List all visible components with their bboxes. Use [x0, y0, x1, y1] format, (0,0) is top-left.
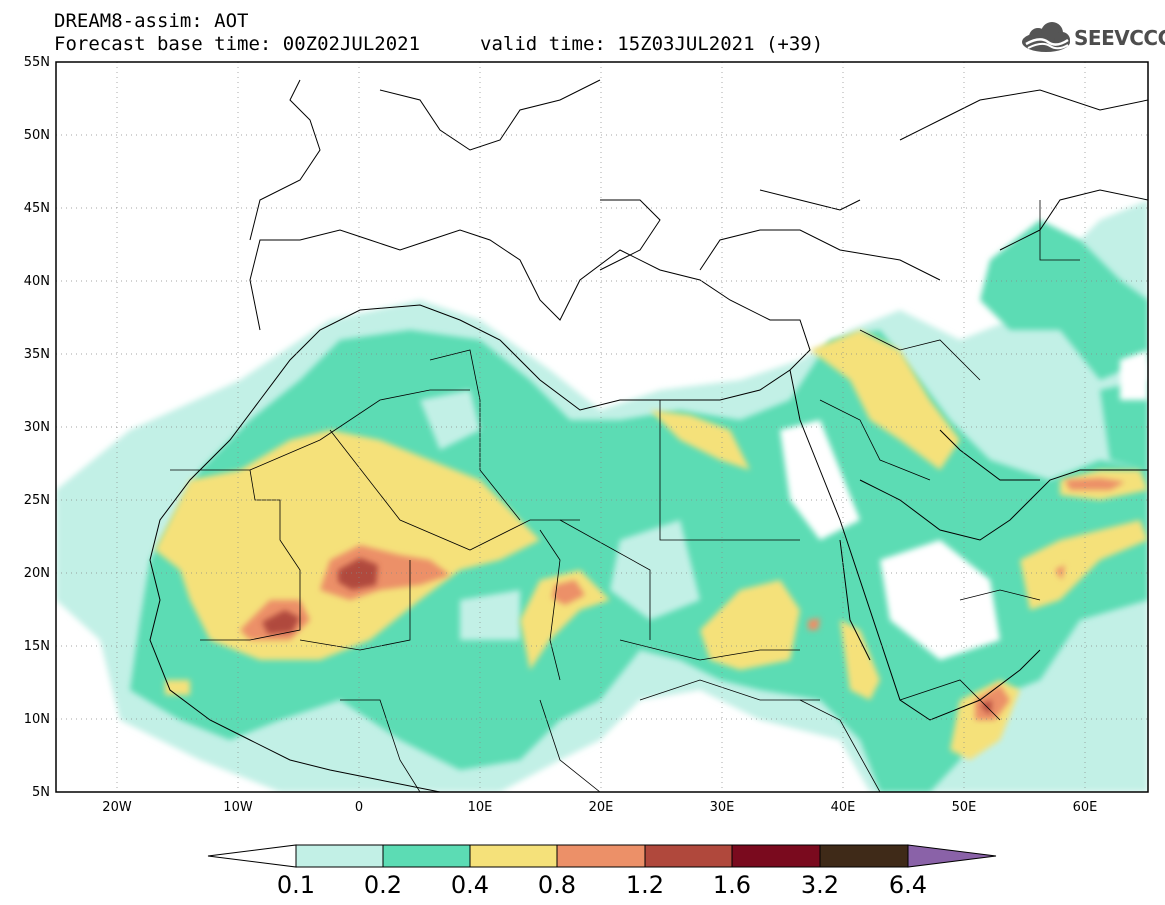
plot-frame: [55, 61, 1149, 793]
title-line-base-time: Forecast base time: 00Z02JUL2021: [54, 33, 421, 55]
colorbar-label: 6.4: [889, 871, 927, 899]
lon-label: 50E: [952, 800, 977, 815]
lon-label: 20E: [589, 800, 614, 815]
colorbar: 0.1 0.2 0.4 0.8 1.2 1.6 3.2 6.4: [207, 844, 997, 899]
cloud-logo-icon: [1022, 22, 1070, 52]
aot-band-1.2: [262, 558, 992, 715]
lat-label: 25N: [24, 493, 50, 508]
lon-label: 20W: [102, 800, 132, 815]
colorbar-label: 0.8: [538, 871, 576, 899]
title-valid-time: valid time: 15Z03JUL2021 (+39): [480, 33, 824, 55]
title-line-product: DREAM8-assim: AOT: [54, 10, 249, 32]
lat-label: 5N: [32, 785, 50, 800]
colorbar-label: 1.2: [626, 871, 664, 899]
colorbar-label: 1.6: [713, 871, 751, 899]
aot-gap: [420, 350, 1148, 660]
lat-label: 30N: [24, 420, 50, 435]
colorbar-label: 0.1: [277, 871, 315, 899]
lat-label: 10N: [24, 712, 50, 727]
lon-label: 10W: [223, 800, 253, 815]
lon-label: 0: [355, 800, 363, 815]
lon-label: 10E: [468, 800, 493, 815]
lat-label: 45N: [24, 201, 50, 216]
colorbar-swatch: [644, 844, 733, 868]
lat-label: 20N: [24, 566, 50, 581]
colorbar-swatch: [382, 844, 471, 868]
lat-label: 15N: [24, 639, 50, 654]
lat-label: 35N: [24, 347, 50, 362]
colorbar-swatch: [731, 844, 821, 868]
country-borders: [170, 200, 1080, 792]
colorbar-under-arrow: [207, 844, 297, 868]
coastlines: [149, 79, 1148, 792]
colorbar-over-arrow: [907, 844, 997, 868]
colorbar-swatch: [819, 844, 909, 868]
lon-axis: 20W 10W 0 10E 20E 30E 40E 50E 60E: [102, 800, 1097, 815]
colorbar-label: 3.2: [801, 871, 839, 899]
lat-label: 55N: [24, 55, 50, 70]
lon-label: 30E: [710, 800, 735, 815]
lat-label: 40N: [24, 274, 50, 289]
aot-band-0.4: [155, 330, 1148, 760]
lat-label: 50N: [24, 128, 50, 143]
logo-text: SEEVCCC: [1074, 26, 1165, 50]
colorbar-swatch: [556, 844, 646, 868]
gridlines: [56, 62, 1148, 792]
colorbar-swatch: [469, 844, 558, 868]
colorbar-label: 0.2: [364, 871, 402, 899]
colorbar-swatch: [295, 844, 384, 868]
colorbar-label: 0.4: [451, 871, 489, 899]
lon-label: 40E: [831, 800, 856, 815]
lon-label: 60E: [1073, 800, 1098, 815]
lat-axis: 5N 10N 15N 20N 25N 30N 35N 40N 45N 50N 5…: [24, 55, 50, 800]
